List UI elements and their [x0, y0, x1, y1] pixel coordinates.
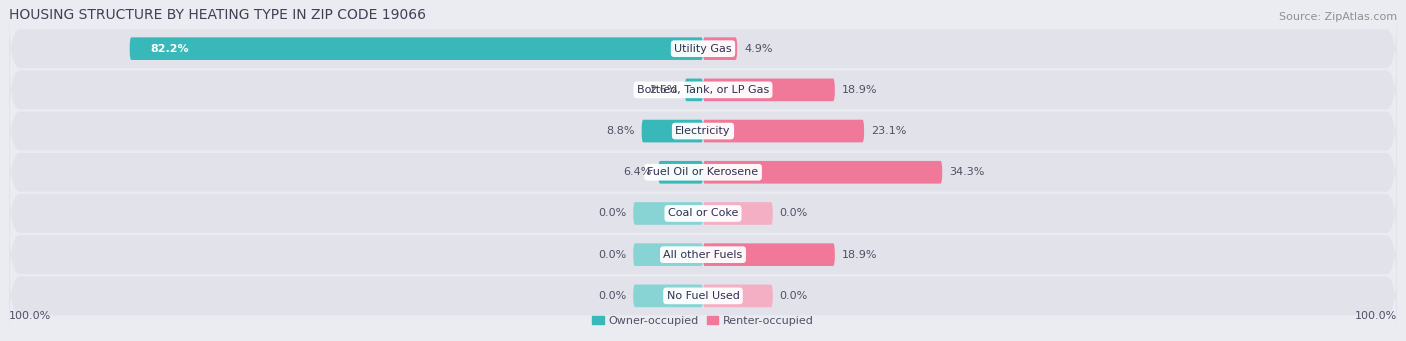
Text: 18.9%: 18.9%: [842, 250, 877, 260]
FancyBboxPatch shape: [685, 78, 703, 101]
FancyBboxPatch shape: [703, 120, 865, 143]
Text: HOUSING STRUCTURE BY HEATING TYPE IN ZIP CODE 19066: HOUSING STRUCTURE BY HEATING TYPE IN ZIP…: [8, 8, 426, 22]
FancyBboxPatch shape: [641, 120, 703, 143]
Text: 0.0%: 0.0%: [780, 291, 808, 301]
Text: 2.6%: 2.6%: [650, 85, 678, 95]
Text: Coal or Coke: Coal or Coke: [668, 208, 738, 219]
FancyBboxPatch shape: [703, 243, 835, 266]
FancyBboxPatch shape: [703, 78, 835, 101]
Legend: Owner-occupied, Renter-occupied: Owner-occupied, Renter-occupied: [588, 312, 818, 331]
FancyBboxPatch shape: [8, 89, 1398, 174]
FancyBboxPatch shape: [658, 161, 703, 183]
Text: 34.3%: 34.3%: [949, 167, 984, 177]
Text: 23.1%: 23.1%: [872, 126, 907, 136]
Text: 8.8%: 8.8%: [606, 126, 634, 136]
Text: Fuel Oil or Kerosene: Fuel Oil or Kerosene: [647, 167, 759, 177]
Text: 100.0%: 100.0%: [8, 311, 51, 322]
FancyBboxPatch shape: [703, 161, 942, 183]
FancyBboxPatch shape: [633, 284, 703, 307]
Text: All other Fuels: All other Fuels: [664, 250, 742, 260]
Text: 82.2%: 82.2%: [150, 44, 190, 54]
Text: Bottled, Tank, or LP Gas: Bottled, Tank, or LP Gas: [637, 85, 769, 95]
FancyBboxPatch shape: [8, 130, 1398, 215]
FancyBboxPatch shape: [8, 6, 1398, 91]
FancyBboxPatch shape: [703, 284, 773, 307]
Text: 4.9%: 4.9%: [744, 44, 773, 54]
Text: 6.4%: 6.4%: [623, 167, 651, 177]
Text: 0.0%: 0.0%: [780, 208, 808, 219]
FancyBboxPatch shape: [703, 202, 773, 225]
FancyBboxPatch shape: [633, 243, 703, 266]
FancyBboxPatch shape: [8, 171, 1398, 256]
FancyBboxPatch shape: [703, 37, 737, 60]
FancyBboxPatch shape: [633, 202, 703, 225]
Text: No Fuel Used: No Fuel Used: [666, 291, 740, 301]
Text: 0.0%: 0.0%: [598, 250, 626, 260]
Text: 100.0%: 100.0%: [1355, 311, 1398, 322]
Text: Utility Gas: Utility Gas: [675, 44, 731, 54]
FancyBboxPatch shape: [8, 253, 1398, 338]
Text: Electricity: Electricity: [675, 126, 731, 136]
FancyBboxPatch shape: [129, 37, 703, 60]
Text: Source: ZipAtlas.com: Source: ZipAtlas.com: [1279, 12, 1398, 22]
Text: 18.9%: 18.9%: [842, 85, 877, 95]
Text: 0.0%: 0.0%: [598, 291, 626, 301]
FancyBboxPatch shape: [8, 212, 1398, 297]
Text: 0.0%: 0.0%: [598, 208, 626, 219]
FancyBboxPatch shape: [8, 47, 1398, 132]
